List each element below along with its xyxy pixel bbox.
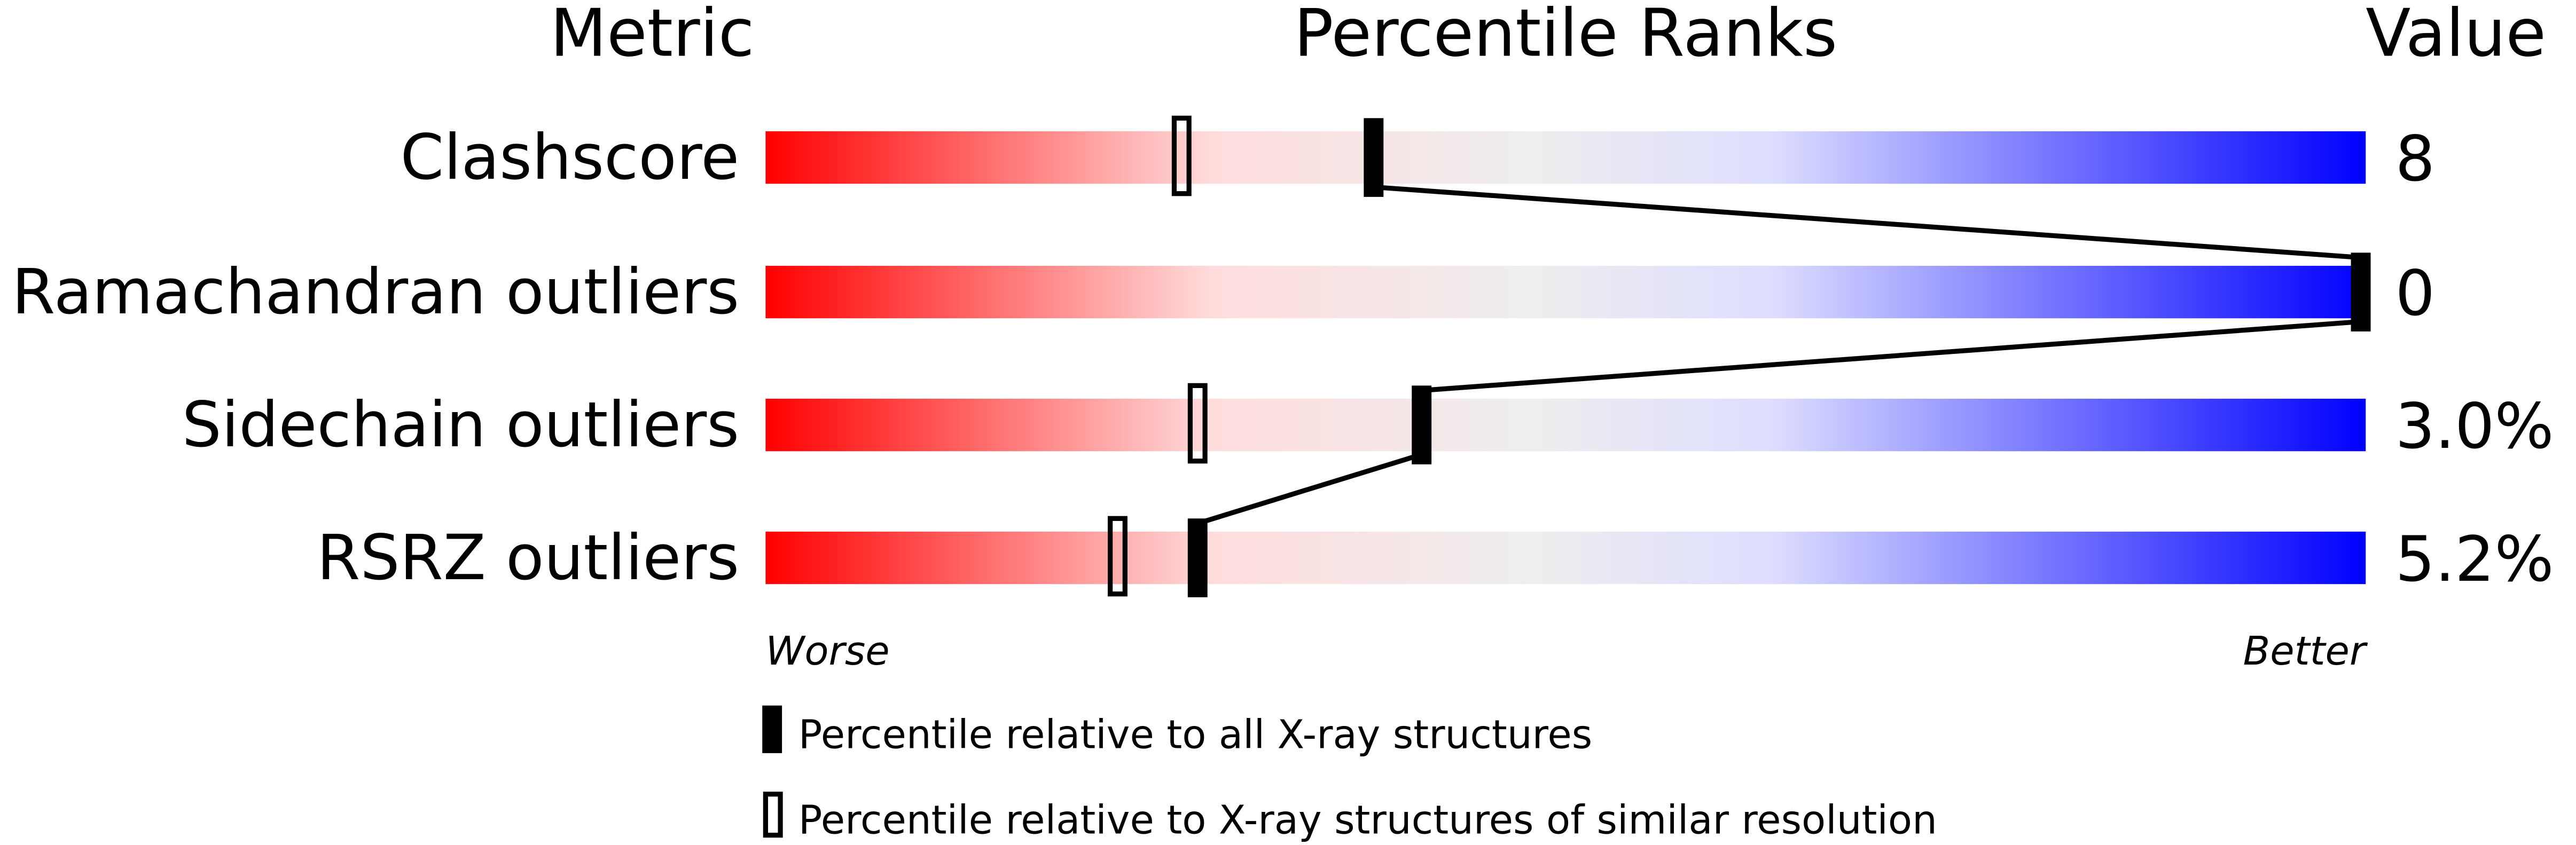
similar-resolution-marker: [1108, 516, 1128, 597]
metric-label: Sidechain outliers: [182, 389, 740, 461]
metric-label: Ramachandran outliers: [12, 256, 739, 328]
percentile-bar: [765, 265, 2366, 319]
percentile-bar: [765, 531, 2366, 585]
metric-value: 5.2%: [2395, 523, 2554, 596]
better-label: Better: [2243, 629, 2368, 674]
all-structures-marker: [1187, 518, 1208, 597]
similar-resolution-marker: [1171, 115, 1192, 196]
legend-similar-marker: [763, 792, 783, 838]
connector-line: [1421, 319, 2361, 393]
header-percentile-ranks: Percentile Ranks: [1294, 0, 1838, 72]
all-structures-marker: [1412, 385, 1432, 464]
connector-line: [1373, 184, 2361, 260]
metric-value: 3.0%: [2395, 390, 2554, 463]
legend-similar-label: Percentile relative to X-ray structures …: [798, 798, 1937, 843]
metric-value: 0: [2395, 257, 2435, 330]
similar-resolution-marker: [1187, 383, 1208, 464]
connector-line: [1196, 452, 1423, 526]
metric-value: 8: [2395, 123, 2435, 195]
percentile-bar: [765, 131, 2366, 184]
all-structures-marker: [2351, 252, 2371, 331]
metric-label: RSRZ outliers: [317, 522, 739, 594]
all-structures-marker: [1364, 118, 1384, 197]
metric-label: Clashscore: [400, 121, 739, 194]
legend-all-marker: [762, 705, 782, 753]
worse-label: Worse: [765, 629, 889, 674]
legend-all-label: Percentile relative to all X-ray structu…: [798, 713, 1592, 758]
header-metric: Metric: [550, 0, 754, 72]
percentile-bar: [765, 398, 2366, 452]
header-value: Value: [2366, 0, 2546, 72]
